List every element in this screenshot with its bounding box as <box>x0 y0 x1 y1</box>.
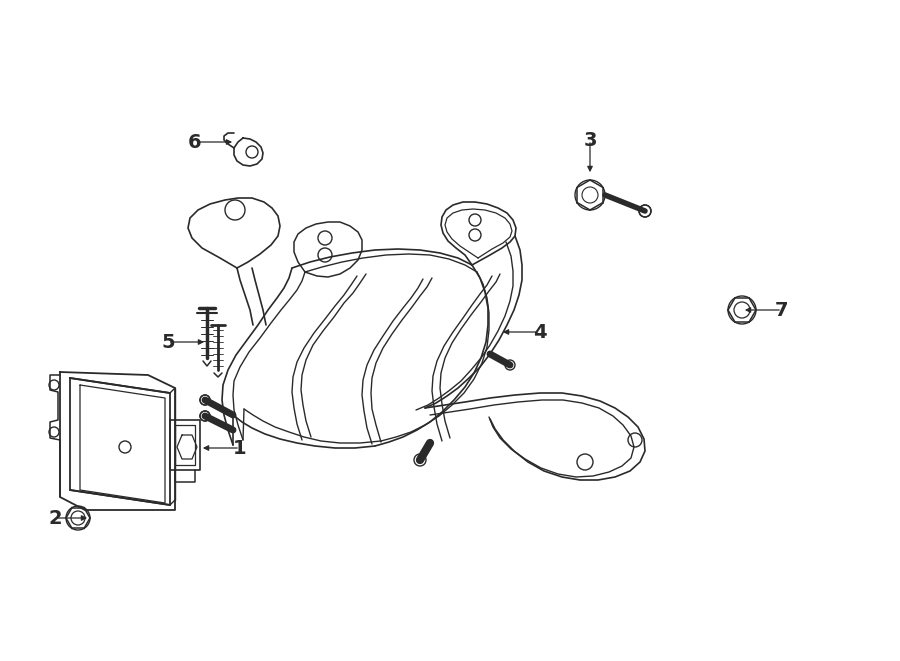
Circle shape <box>639 205 651 217</box>
Text: 6: 6 <box>188 132 202 151</box>
Text: 1: 1 <box>233 438 247 457</box>
Text: 4: 4 <box>533 323 547 342</box>
Circle shape <box>200 395 210 405</box>
Text: 7: 7 <box>775 301 788 319</box>
Text: 5: 5 <box>161 332 175 352</box>
Circle shape <box>200 411 210 421</box>
Circle shape <box>414 454 426 466</box>
Circle shape <box>505 360 515 370</box>
Text: 3: 3 <box>583 130 597 149</box>
Text: 2: 2 <box>49 508 62 527</box>
